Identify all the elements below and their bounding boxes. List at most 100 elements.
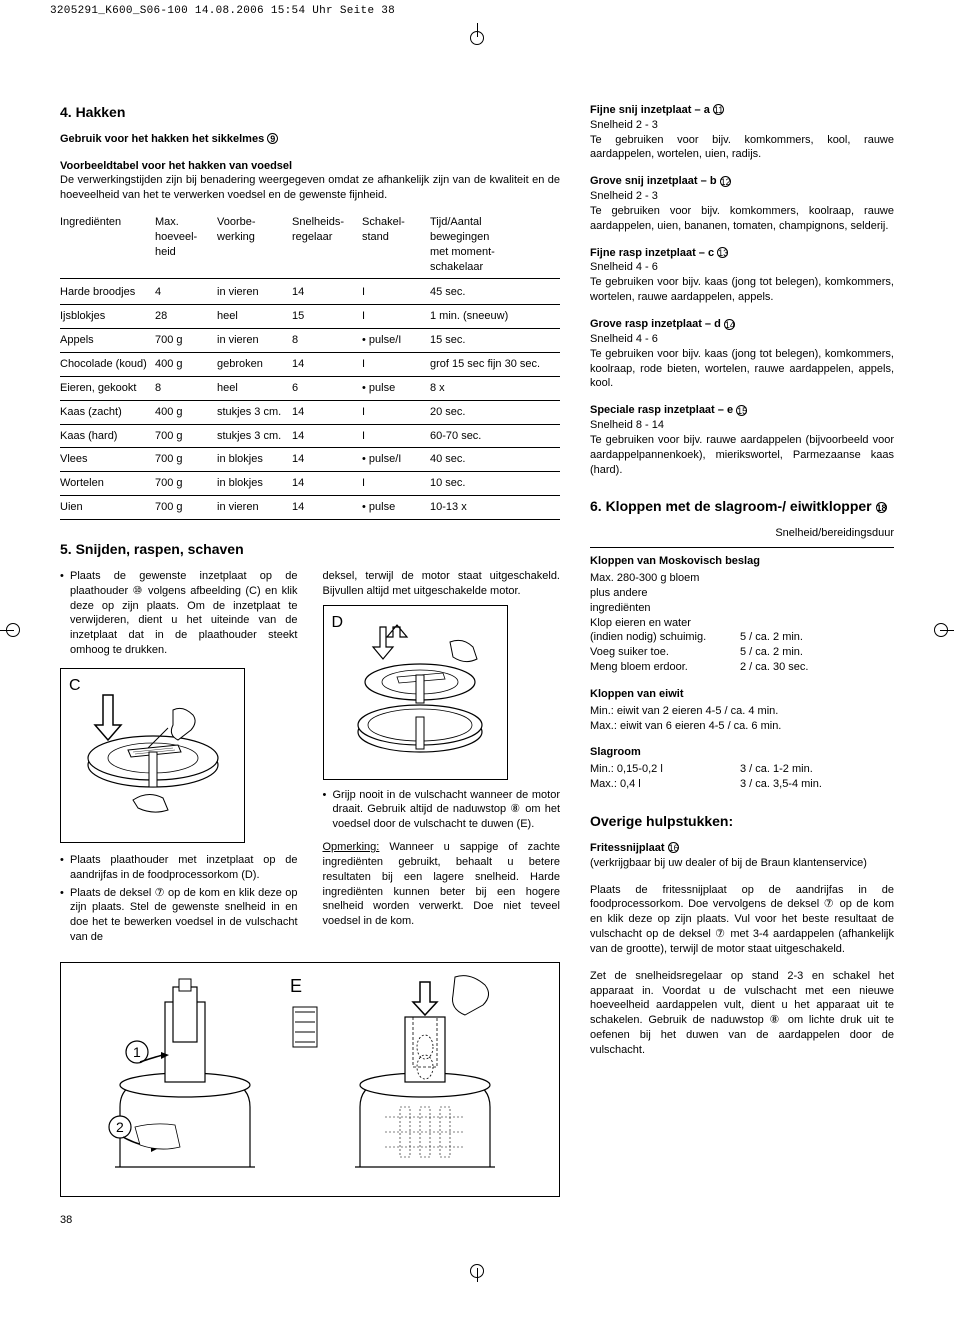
eiwit-title: Kloppen van eiwit <box>590 687 894 702</box>
plate-body: Te gebruiken voor bijv. rauwe aardappele… <box>590 433 894 478</box>
table-cell: in vieren <box>217 496 292 520</box>
table-cell: I <box>362 305 430 329</box>
table-cell: stukjes 3 cm. <box>217 424 292 448</box>
overige-title: Overige hulpstukken: <box>590 812 894 831</box>
plate-body: Te gebruiken voor bijv. kaas (jong tot b… <box>590 275 894 305</box>
table-cell: gebroken <box>217 353 292 377</box>
table-cell: 8 x <box>430 376 560 400</box>
table-row: Uien700 gin vieren14• pulse10-13 x <box>60 496 560 520</box>
table-cell: I <box>362 424 430 448</box>
plate-body: Te gebruiken voor bijv. komkommers, kool… <box>590 133 894 163</box>
svg-text:1: 1 <box>133 1044 141 1060</box>
plate-title: Speciale rasp inzetplaat – e 15 <box>590 403 894 418</box>
table-row: Kaas (zacht)400 gstukjes 3 cm.14I20 sec. <box>60 400 560 424</box>
table-cell: 14 <box>292 400 362 424</box>
table-cell: heel <box>217 305 292 329</box>
table-cell: Kaas (zacht) <box>60 400 155 424</box>
frit-p2: Zet de snelheidsregelaar op stand 2-3 en… <box>590 969 894 1058</box>
table-title: Voorbeeldtabel voor het hakken van voeds… <box>60 159 560 174</box>
plate-title: Grove snij inzetplaat – b 12 <box>590 174 894 189</box>
table-cell: 15 <box>292 305 362 329</box>
table-row: Eieren, gekookt8heel6• pulse8 x <box>60 376 560 400</box>
svg-text:E: E <box>290 976 302 996</box>
table-cell: Harde broodjes <box>60 279 155 305</box>
table-row: Harde broodjes4in vieren14I45 sec. <box>60 279 560 305</box>
left-column: 4. Hakken Gebruik voor het hakken het si… <box>60 103 560 1197</box>
table-header: Voorbe-werking <box>217 211 292 279</box>
table-cell: in blokjes <box>217 448 292 472</box>
table-cell: • pulse <box>362 376 430 400</box>
frit-sub: (verkrijgbaar bij uw dealer of bij de Br… <box>590 856 894 871</box>
table-cell: 1 min. (sneeuw) <box>430 305 560 329</box>
crop-mark-top <box>0 23 954 43</box>
table-cell: Chocolade (koud) <box>60 353 155 377</box>
slag-title: Slagroom <box>590 745 894 760</box>
table-cell: 14 <box>292 496 362 520</box>
table-intro: De verwerkingstijden zijn bij benadering… <box>60 173 560 203</box>
section-5-col1: Plaats de gewenste inzetplaat op de plaa… <box>60 569 298 948</box>
plate-speed: Snelheid 4 - 6 <box>590 332 894 347</box>
table-row: Chocolade (koud)400 ggebroken14Igrof 15 … <box>60 353 560 377</box>
table-cell: 700 g <box>155 329 217 353</box>
mosk-title: Kloppen van Moskovisch beslag <box>590 554 894 569</box>
kv-row: Min.: 0,15-0,2 l3 / ca. 1-2 min. <box>590 762 894 777</box>
table-cell: 400 g <box>155 353 217 377</box>
table-cell: 14 <box>292 279 362 305</box>
table-cell: 700 g <box>155 496 217 520</box>
table-cell: 45 sec. <box>430 279 560 305</box>
table-cell: I <box>362 400 430 424</box>
table-cell: Vlees <box>60 448 155 472</box>
table-cell: Ijsblokjes <box>60 305 155 329</box>
kv-row: (indien nodig) schuimig.5 / ca. 2 min. <box>590 630 894 645</box>
line: Max. 280-300 g bloem <box>590 571 894 586</box>
section-5-title: 5. Snijden, raspen, schaven <box>60 540 560 559</box>
bullet: Plaats plaathouder met inzetplaat op de … <box>60 853 298 883</box>
line: ingrediënten <box>590 601 894 616</box>
paragraph: deksel, terwijl de motor staat uitgescha… <box>323 569 561 599</box>
line: Max.: eiwit van 6 eieren 4-5 / ca. 6 min… <box>590 719 894 734</box>
table-cell: 400 g <box>155 400 217 424</box>
table-cell: 15 sec. <box>430 329 560 353</box>
plate-speed: Snelheid 8 - 14 <box>590 418 894 433</box>
table-row: Vlees700 gin blokjes14• pulse/I40 sec. <box>60 448 560 472</box>
table-cell: 14 <box>292 448 362 472</box>
crop-mark-bottom <box>0 1258 954 1282</box>
table-cell: 14 <box>292 472 362 496</box>
svg-text:2: 2 <box>116 1119 124 1135</box>
bullet: Plaats de gewenste inzetplaat op de plaa… <box>60 569 298 658</box>
table-cell: grof 15 sec fijn 30 sec. <box>430 353 560 377</box>
section-5-col2: deksel, terwijl de motor staat uitgescha… <box>323 569 561 948</box>
kv-row: Meng bloem erdoor.2 / ca. 30 sec. <box>590 660 894 675</box>
table-cell: • pulse/I <box>362 448 430 472</box>
kv-row: Max.: 0,4 l3 / ca. 3,5-4 min. <box>590 777 894 792</box>
table-cell: 700 g <box>155 448 217 472</box>
chopping-table: IngrediëntenMax.hoeveel-heidVoorbe-werki… <box>60 211 560 520</box>
table-cell: in vieren <box>217 329 292 353</box>
plate-speed: Snelheid 4 - 6 <box>590 260 894 275</box>
plate-body: Te gebruiken voor bijv. komkommers, kool… <box>590 204 894 234</box>
table-cell: 6 <box>292 376 362 400</box>
table-row: Appels700 gin vieren8• pulse/I15 sec. <box>60 329 560 353</box>
plate-title: Grove rasp inzetplaat – d 14 <box>590 317 894 332</box>
table-cell: • pulse/I <box>362 329 430 353</box>
plate-title: Fijne snij inzetplaat – a 11 <box>590 103 894 118</box>
section-4-title: 4. Hakken <box>60 103 560 122</box>
bullet: Plaats de deksel ⑦ op de kom en klik dez… <box>60 886 298 945</box>
table-cell: 20 sec. <box>430 400 560 424</box>
table-cell: 14 <box>292 353 362 377</box>
table-header: Ingrediënten <box>60 211 155 279</box>
table-header: Schakel-stand <box>362 211 430 279</box>
table-cell: Kaas (hard) <box>60 424 155 448</box>
plate-title: Fijne rasp inzetplaat – c 13 <box>590 246 894 261</box>
table-cell: Eieren, gekookt <box>60 376 155 400</box>
bullet: Grijp nooit in de vulschacht wanneer de … <box>323 788 561 833</box>
table-cell: 8 <box>292 329 362 353</box>
figure-e: E 1 2 <box>60 962 560 1197</box>
table-row: Kaas (hard)700 gstukjes 3 cm.14I60-70 se… <box>60 424 560 448</box>
table-cell: 40 sec. <box>430 448 560 472</box>
table-header: Snelheids-regelaar <box>292 211 362 279</box>
section-6-sub: Snelheid/bereidingsduur <box>590 526 894 541</box>
section-4-subtitle: Gebruik voor het hakken het sikkelmes 9 <box>60 132 560 147</box>
table-cell: Wortelen <box>60 472 155 496</box>
table-cell: I <box>362 353 430 377</box>
